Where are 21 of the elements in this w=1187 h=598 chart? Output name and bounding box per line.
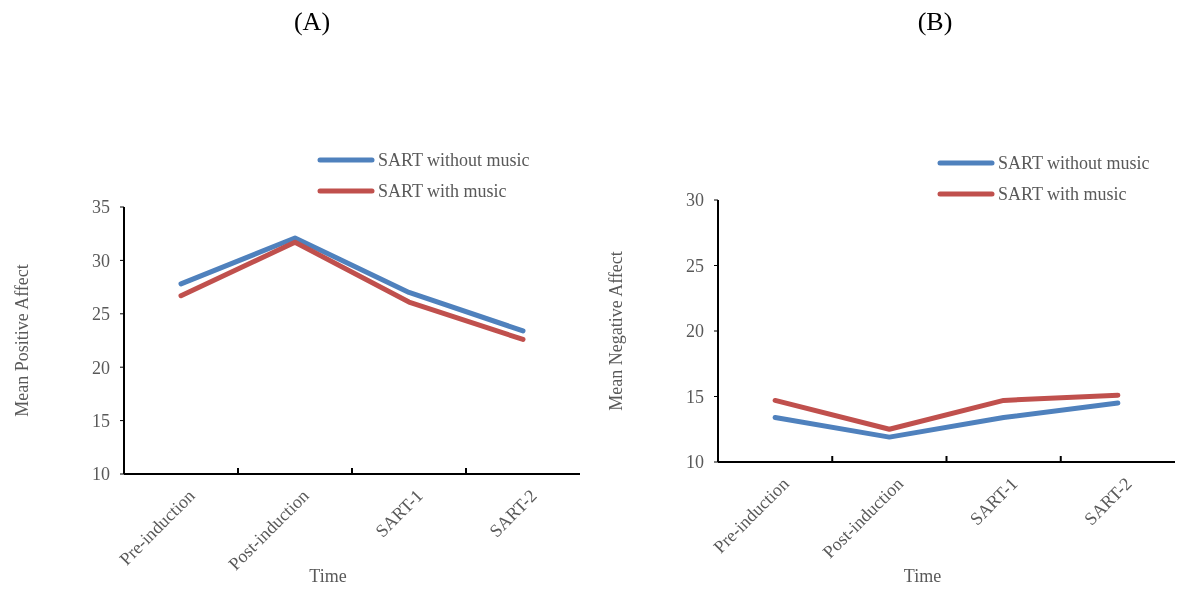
legend-label: SART with music [378,181,507,202]
y-tick-label: 35 [92,197,110,218]
x-axis-title: Time [309,566,347,586]
y-axis-title: Mean Negative Affect [606,251,626,411]
x-axis-title: Time [903,566,942,586]
legend-label: SART without music [998,153,1150,174]
y-tick-label: 20 [686,321,704,342]
chart-title: (B) [917,7,953,36]
legend-label: SART without music [378,150,530,171]
y-tick-label: 25 [686,255,704,276]
y-tick-label: 25 [92,304,110,325]
y-tick-label: 15 [686,386,704,407]
y-tick-label: 30 [92,250,110,271]
chart-title: (A) [293,7,331,36]
y-axis-title: Mean Positive Affect [12,264,32,417]
y-tick-label: 30 [686,190,704,211]
y-tick-label: 10 [92,464,110,485]
legend-label: SART with music [998,184,1127,205]
y-tick-label: 15 [92,410,110,431]
y-tick-label: 10 [686,452,704,473]
y-tick-label: 20 [92,357,110,378]
